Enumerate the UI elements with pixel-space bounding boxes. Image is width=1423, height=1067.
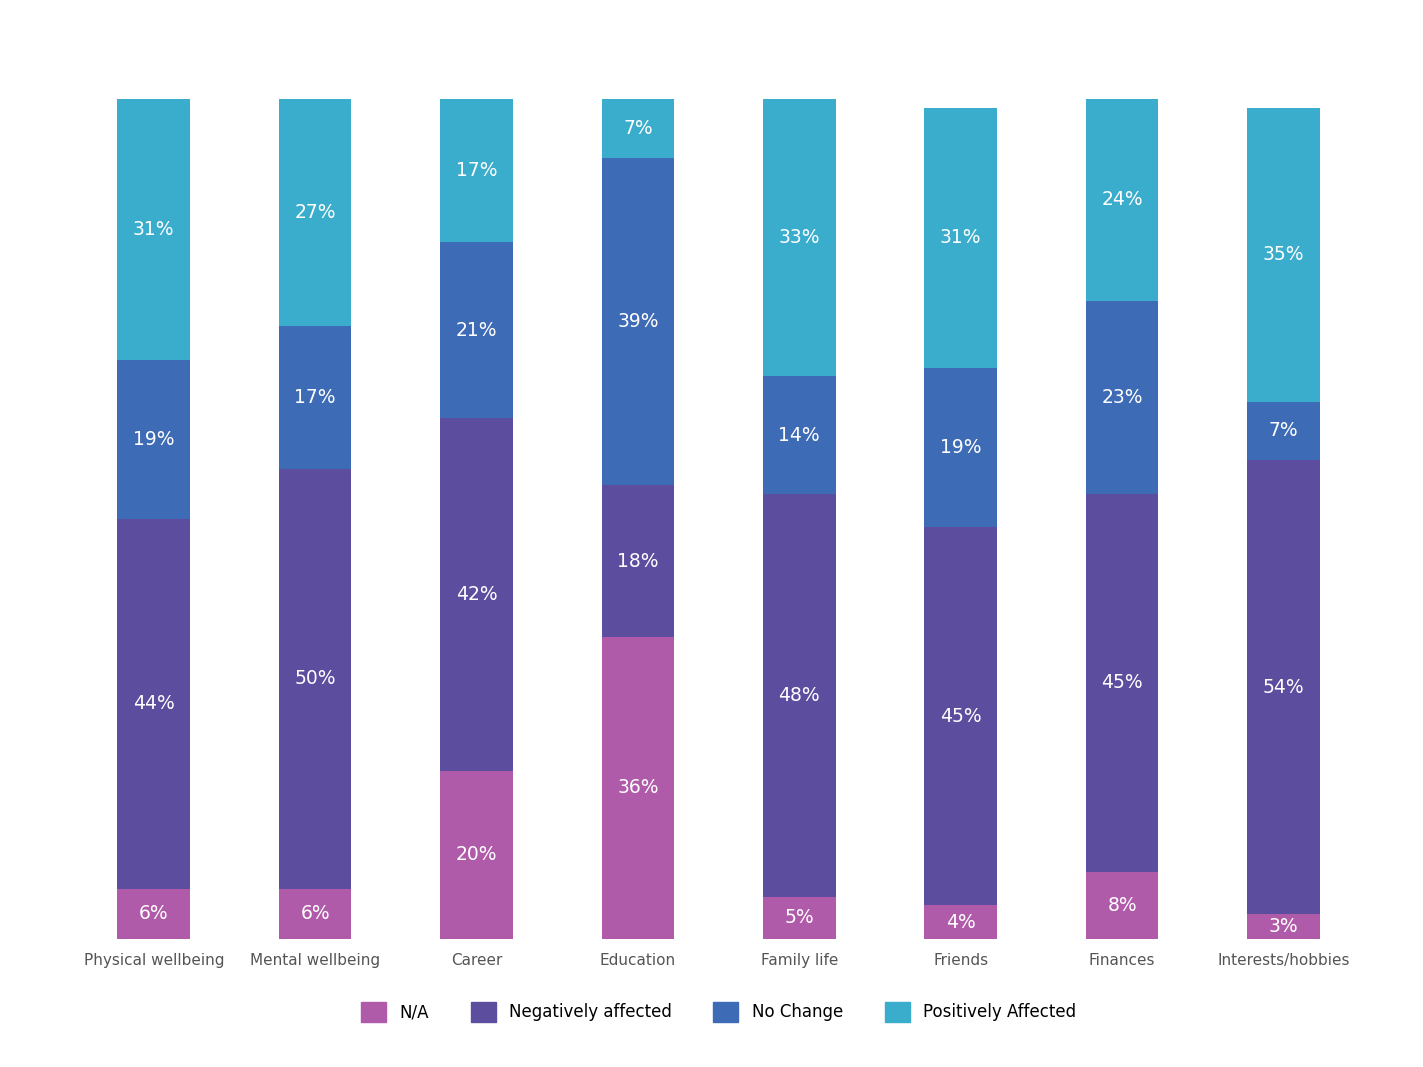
Bar [440, 418, 512, 771]
Text: 19%: 19% [941, 439, 982, 457]
Text: 18%: 18% [618, 552, 659, 571]
Bar [763, 99, 835, 377]
Text: 44%: 44% [132, 695, 175, 714]
Text: 7%: 7% [1269, 421, 1298, 441]
Bar [602, 158, 675, 485]
Text: 50%: 50% [295, 669, 336, 688]
Bar [440, 771, 512, 939]
Text: 36%: 36% [618, 778, 659, 797]
Text: 17%: 17% [455, 161, 497, 180]
Text: 19%: 19% [132, 430, 175, 449]
Bar [1247, 401, 1319, 460]
Bar [763, 494, 835, 897]
Text: 48%: 48% [778, 686, 820, 705]
Legend: N/A, Negatively affected, No Change, Positively Affected: N/A, Negatively affected, No Change, Pos… [353, 993, 1084, 1031]
Bar [602, 637, 675, 939]
Text: 3%: 3% [1269, 917, 1298, 936]
Text: 45%: 45% [939, 707, 982, 726]
Text: 14%: 14% [778, 426, 820, 445]
Text: 4%: 4% [946, 912, 976, 931]
Text: 24%: 24% [1101, 191, 1143, 209]
Text: 42%: 42% [455, 585, 498, 604]
Bar [279, 99, 351, 325]
Bar [1086, 99, 1158, 301]
Bar [279, 889, 351, 939]
Text: 17%: 17% [295, 387, 336, 407]
Bar [118, 99, 191, 360]
Bar [925, 368, 998, 527]
Bar [440, 242, 512, 418]
Bar [602, 99, 675, 158]
Text: 6%: 6% [300, 904, 330, 923]
Bar [1247, 913, 1319, 939]
Bar [279, 468, 351, 889]
Bar [925, 906, 998, 939]
Text: 5%: 5% [784, 908, 814, 927]
Bar [763, 377, 835, 494]
Bar [118, 889, 191, 939]
Bar [1086, 494, 1158, 872]
Text: 33%: 33% [778, 228, 820, 248]
Text: 6%: 6% [139, 904, 168, 923]
Text: 45%: 45% [1101, 673, 1143, 692]
Text: 31%: 31% [941, 228, 982, 248]
Text: 39%: 39% [618, 313, 659, 331]
Text: 23%: 23% [1101, 387, 1143, 407]
Text: 27%: 27% [295, 203, 336, 222]
Bar [1247, 460, 1319, 913]
Bar [602, 485, 675, 637]
Bar [925, 527, 998, 906]
Text: 31%: 31% [132, 220, 175, 239]
Text: 8%: 8% [1107, 896, 1137, 914]
Bar [279, 325, 351, 468]
Text: 7%: 7% [623, 120, 653, 138]
Bar [763, 897, 835, 939]
Bar [118, 360, 191, 519]
Text: 35%: 35% [1262, 245, 1305, 264]
Text: 20%: 20% [455, 845, 497, 864]
Bar [118, 519, 191, 889]
Bar [1086, 872, 1158, 939]
Bar [1086, 301, 1158, 494]
Text: 54%: 54% [1262, 678, 1305, 697]
Bar [925, 108, 998, 368]
Bar [440, 99, 512, 242]
Bar [1247, 108, 1319, 401]
Text: 21%: 21% [455, 320, 497, 339]
